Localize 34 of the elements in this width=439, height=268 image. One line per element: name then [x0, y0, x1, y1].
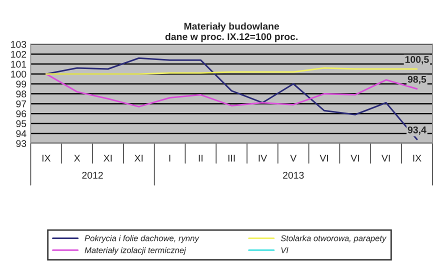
text: 2012: [82, 172, 103, 179]
x-tick-label: I: [169, 154, 170, 162]
y-tick-label: 97: [16, 100, 26, 108]
legend-label: Pokrycia i folie dachowe, rynny: [84, 235, 200, 243]
y-tick-label: 95: [16, 120, 26, 128]
y-tick-label: 93: [16, 140, 26, 147]
x-tick-label: X: [74, 154, 80, 162]
chart-title: Materiały budowlane dane w proc. IX.12=100 proc.: [165, 22, 298, 42]
x-tick-label: IX: [42, 154, 51, 162]
x-tick-label: III: [228, 154, 235, 162]
y-tick-label: 98: [16, 90, 26, 98]
x-tick-label: IV: [258, 154, 268, 162]
text: 2013: [283, 172, 304, 179]
y-tick-label: 96: [16, 110, 26, 118]
legend-label: Stolarka otworowa, parapety: [280, 235, 387, 243]
y-tick-label: 102: [11, 50, 26, 58]
x-tick-label: XI: [134, 154, 143, 162]
y-tick-label: 99: [16, 80, 26, 88]
legend-label: VI: [281, 247, 288, 254]
data-label: 98,5: [408, 76, 426, 84]
x-tick-label: VI: [350, 154, 359, 162]
data-label: 100,5: [405, 56, 429, 64]
x-tick-label: IX: [413, 154, 422, 162]
x-tick-label: VI: [320, 154, 328, 162]
y-tick-label: 101: [11, 60, 26, 68]
x-tick-label: XI: [104, 154, 112, 162]
x-tick-label: VI: [382, 154, 390, 162]
x-tick-label: V: [290, 154, 297, 162]
data-label: 93,4: [408, 126, 426, 135]
y-tick-label: 100: [11, 70, 26, 78]
x-tick-label: II: [198, 154, 202, 162]
y-tick-label: 94: [16, 130, 26, 138]
legend-label: Materiały izolacji termicznej: [84, 247, 186, 255]
y-tick-label: 103: [11, 40, 26, 48]
